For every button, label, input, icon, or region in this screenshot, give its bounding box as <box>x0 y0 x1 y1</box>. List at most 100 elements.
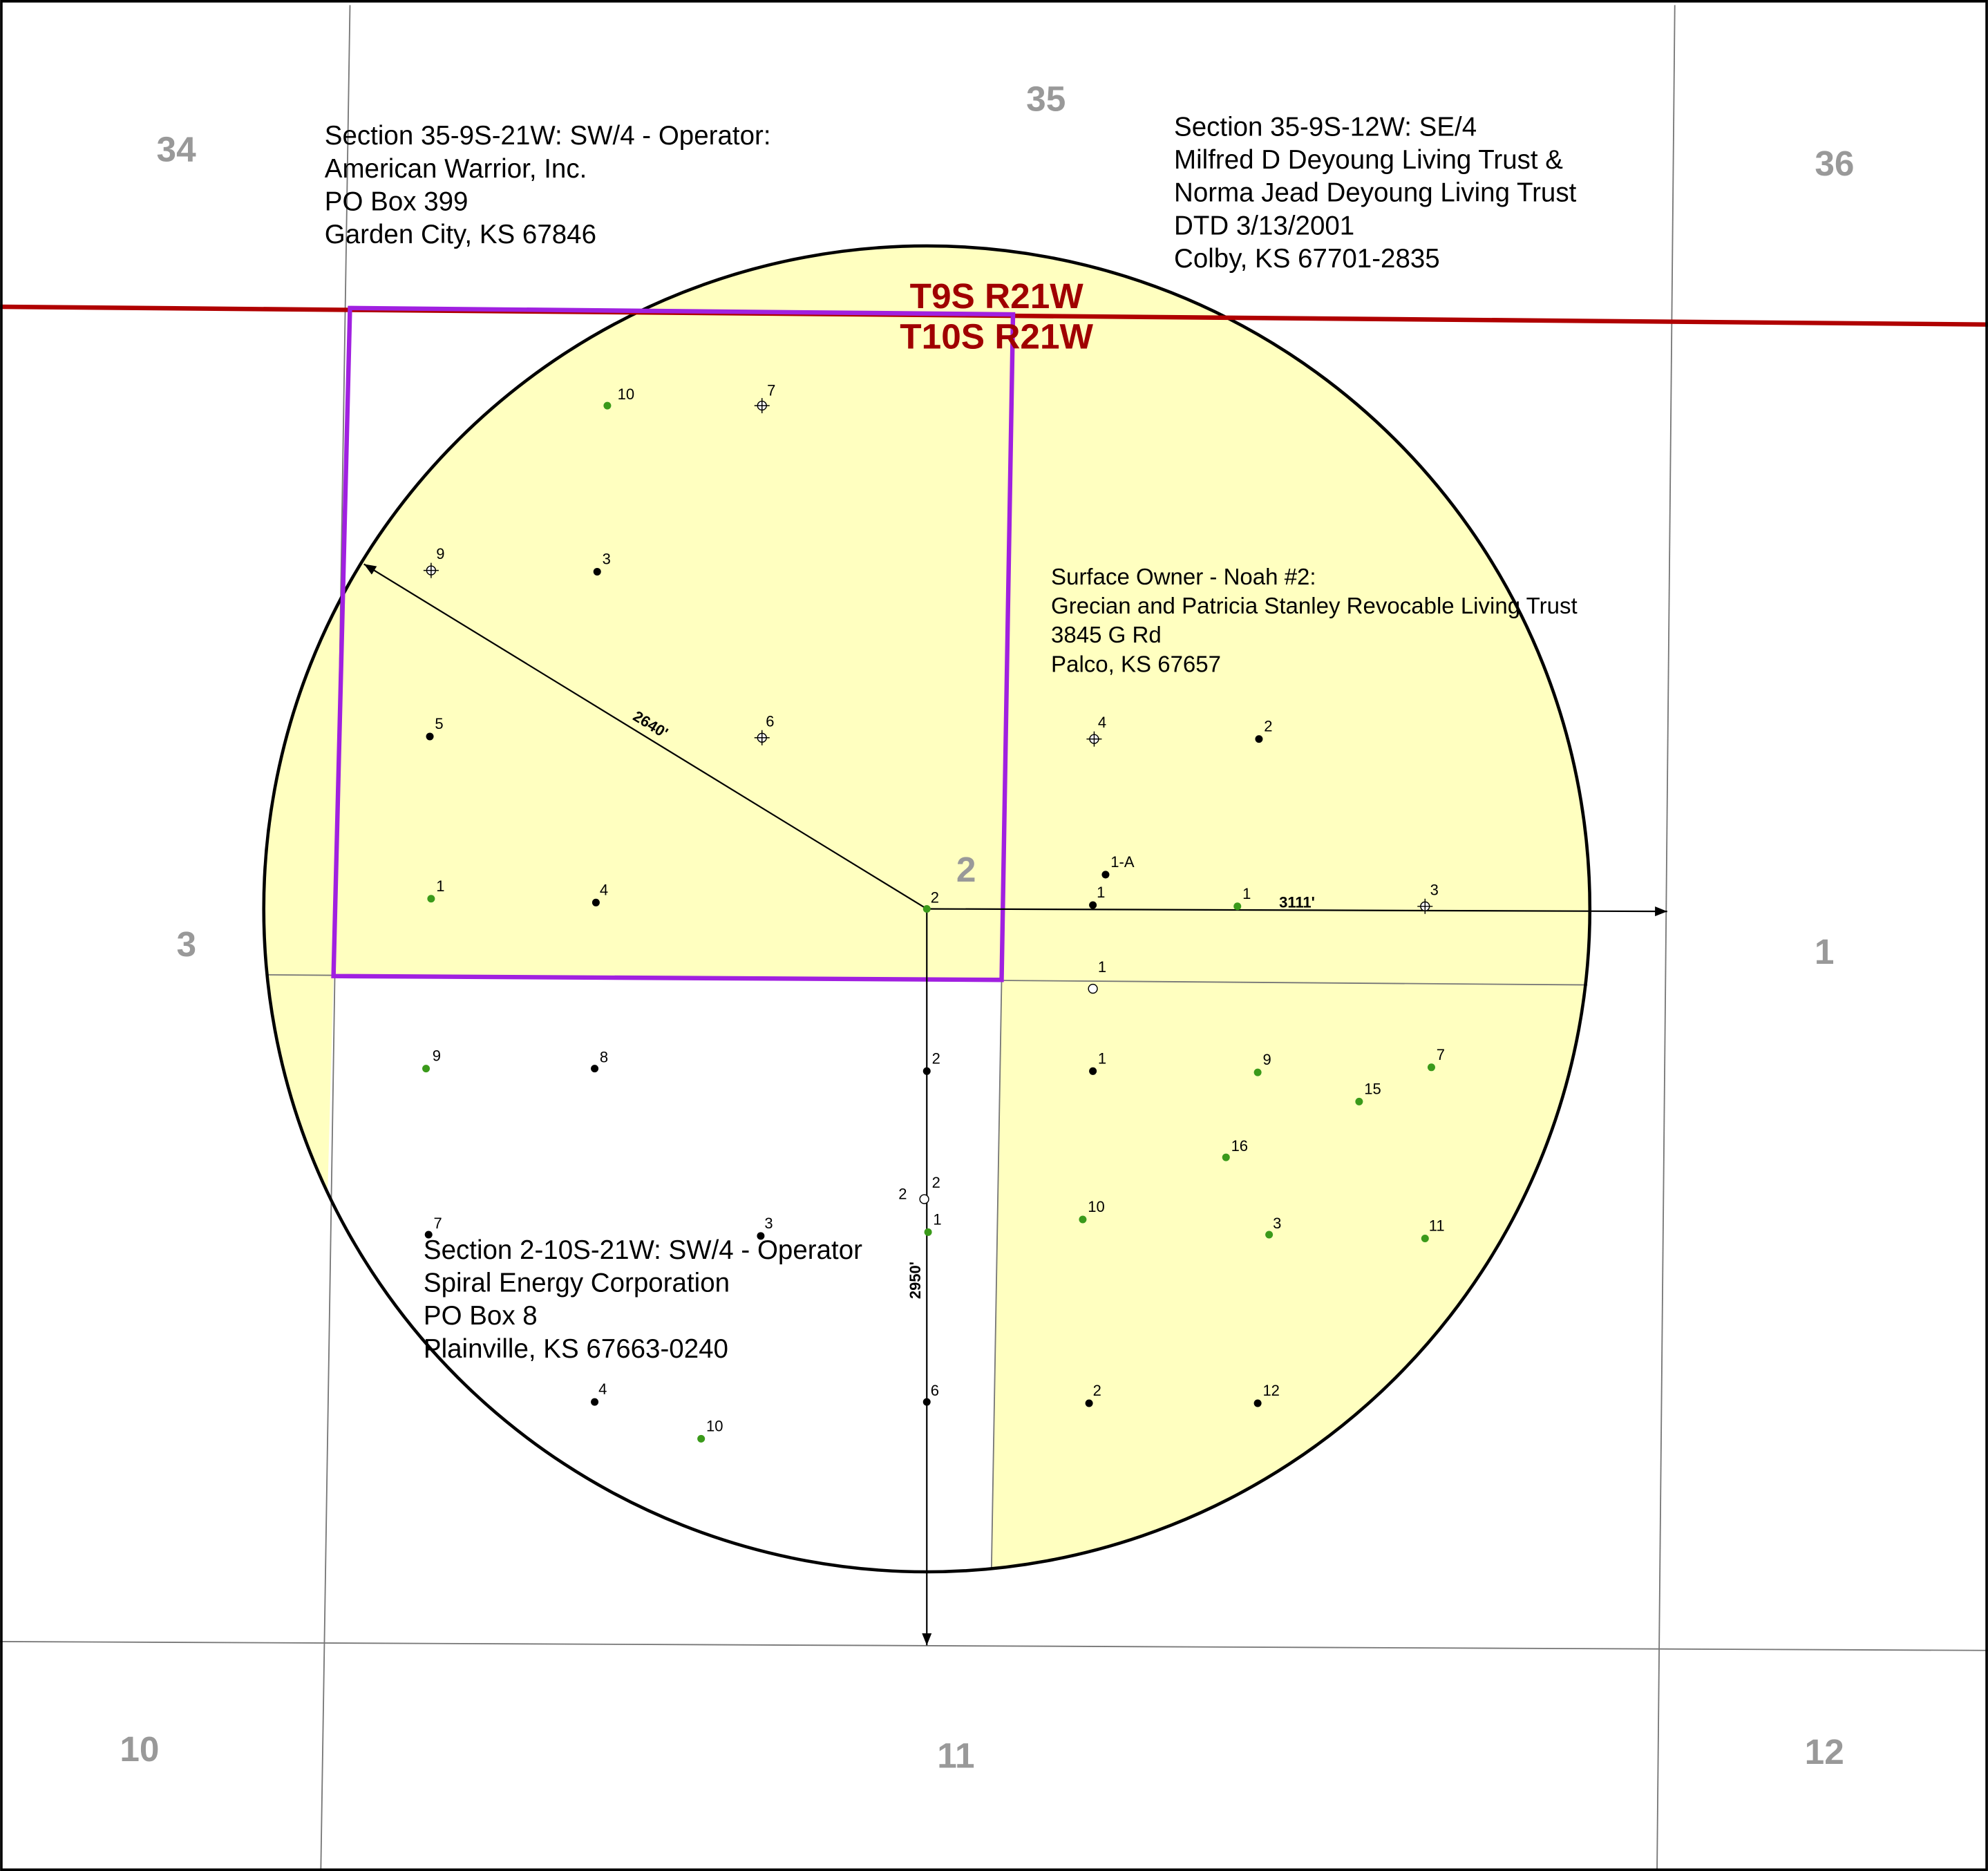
owner-note-line: Spiral Energy Corporation <box>424 1269 730 1298</box>
township-label: T10S R21W <box>900 316 1093 357</box>
well-label: 6 <box>931 1382 939 1399</box>
well <box>1265 1231 1274 1239</box>
well-label: 2 <box>932 1050 940 1067</box>
owner-note-line: Grecian and Patricia Stanley Revocable L… <box>1051 593 1578 618</box>
section-number: 36 <box>1815 143 1854 183</box>
distance-arrows <box>363 563 1667 1646</box>
well <box>1253 1068 1262 1076</box>
section-number: 3 <box>177 924 197 964</box>
well-label: 7 <box>434 1215 442 1232</box>
well-label: 8 <box>600 1048 608 1065</box>
owner-note-line: Palco, KS 67657 <box>1051 651 1221 676</box>
well <box>422 1065 430 1073</box>
well <box>426 732 434 741</box>
owner-note-line: Milfred D Deyoung Living Trust & <box>1174 145 1563 175</box>
well-label: 2 <box>931 889 939 906</box>
well <box>1088 983 1098 994</box>
well <box>424 1231 433 1239</box>
well-label: 4 <box>600 881 608 898</box>
well-label: 1 <box>1097 884 1105 901</box>
owner-note-line: PO Box 399 <box>325 187 468 217</box>
well-label: 10 <box>706 1417 723 1434</box>
wells <box>422 398 1435 1443</box>
well-label: 2 <box>932 1174 940 1191</box>
owner-note-line: Section 35-9S-21W: SW/4 - Operator: <box>325 121 771 151</box>
distance-label: 3111' <box>1279 894 1315 911</box>
section-number: 11 <box>937 1735 974 1775</box>
well <box>1089 1067 1097 1075</box>
well <box>1355 1097 1363 1105</box>
section-number: 10 <box>120 1729 159 1769</box>
well <box>1255 735 1263 743</box>
well-label: 3 <box>764 1215 773 1232</box>
well <box>922 1067 931 1075</box>
well <box>1427 1063 1435 1072</box>
well-label: 16 <box>1231 1137 1248 1155</box>
well-label: 1 <box>1098 958 1106 976</box>
section-number: 12 <box>1805 1731 1844 1772</box>
well-symbol <box>754 730 770 745</box>
well <box>1101 871 1110 879</box>
owner-note-line: Plainville, KS 67663-0240 <box>424 1334 728 1364</box>
well <box>922 1398 931 1406</box>
well-label: 1 <box>436 877 444 895</box>
well-label: 11 <box>1429 1217 1445 1234</box>
well <box>1085 1399 1093 1407</box>
well-label: 2 <box>898 1186 907 1203</box>
well-symbol <box>1086 731 1102 747</box>
well-label: 6 <box>766 712 774 730</box>
owner-note-line: American Warrior, Inc. <box>325 154 587 184</box>
well-label: 10 <box>618 386 634 403</box>
well-label: 7 <box>767 381 775 399</box>
well-label: 12 <box>1262 1382 1279 1399</box>
well <box>427 895 435 903</box>
well-label: 3 <box>1273 1215 1281 1232</box>
owner-note-line: Garden City, KS 67846 <box>325 220 596 249</box>
owner-note-line: Section 2-10S-21W: SW/4 - Operator <box>424 1235 862 1265</box>
well-label: 9 <box>1262 1051 1271 1068</box>
owner-note-line: 3845 G Rd <box>1051 622 1162 647</box>
well <box>1421 1234 1429 1242</box>
well-label: 5 <box>435 715 443 732</box>
well-label: 7 <box>1437 1046 1445 1063</box>
well <box>919 1194 929 1204</box>
well <box>1079 1215 1087 1224</box>
well-symbol <box>423 562 439 578</box>
well-label: 3 <box>1430 881 1439 898</box>
well <box>593 567 601 576</box>
owner-note-line: DTD 3/13/2001 <box>1174 211 1354 240</box>
distance-label: 2950' <box>907 1262 924 1299</box>
section-number: 2 <box>956 849 976 889</box>
well <box>1222 1153 1230 1161</box>
township-label: T9S R21W <box>910 276 1084 316</box>
well <box>1253 1399 1262 1407</box>
well-label: 1-A <box>1110 853 1135 871</box>
well <box>591 1398 599 1406</box>
well <box>1233 902 1242 911</box>
well-label: 1 <box>1242 885 1251 902</box>
well <box>924 1228 932 1236</box>
owner-note-line: PO Box 8 <box>424 1301 538 1331</box>
owner-note-line: Section 35-9S-12W: SE/4 <box>1174 112 1477 142</box>
section-number: 1 <box>1815 931 1835 971</box>
well-label: 1 <box>933 1210 941 1228</box>
well-label: 9 <box>433 1047 441 1065</box>
owner-note-line: Surface Owner - Noah #2: <box>1051 564 1316 589</box>
well-symbol <box>754 398 770 414</box>
section-number: 35 <box>1026 78 1066 118</box>
well <box>697 1434 706 1443</box>
well-label: 10 <box>1088 1198 1104 1215</box>
well-label: 3 <box>603 550 611 567</box>
well-label: 4 <box>598 1380 607 1398</box>
owner-note-line: Norma Jead Deyoung Living Trust <box>1174 178 1577 208</box>
well <box>1089 901 1097 909</box>
well <box>922 904 931 913</box>
well-label: 1 <box>1098 1050 1106 1067</box>
well <box>603 401 612 410</box>
well-label: 15 <box>1364 1080 1381 1097</box>
well <box>591 898 600 906</box>
well <box>757 1232 765 1240</box>
